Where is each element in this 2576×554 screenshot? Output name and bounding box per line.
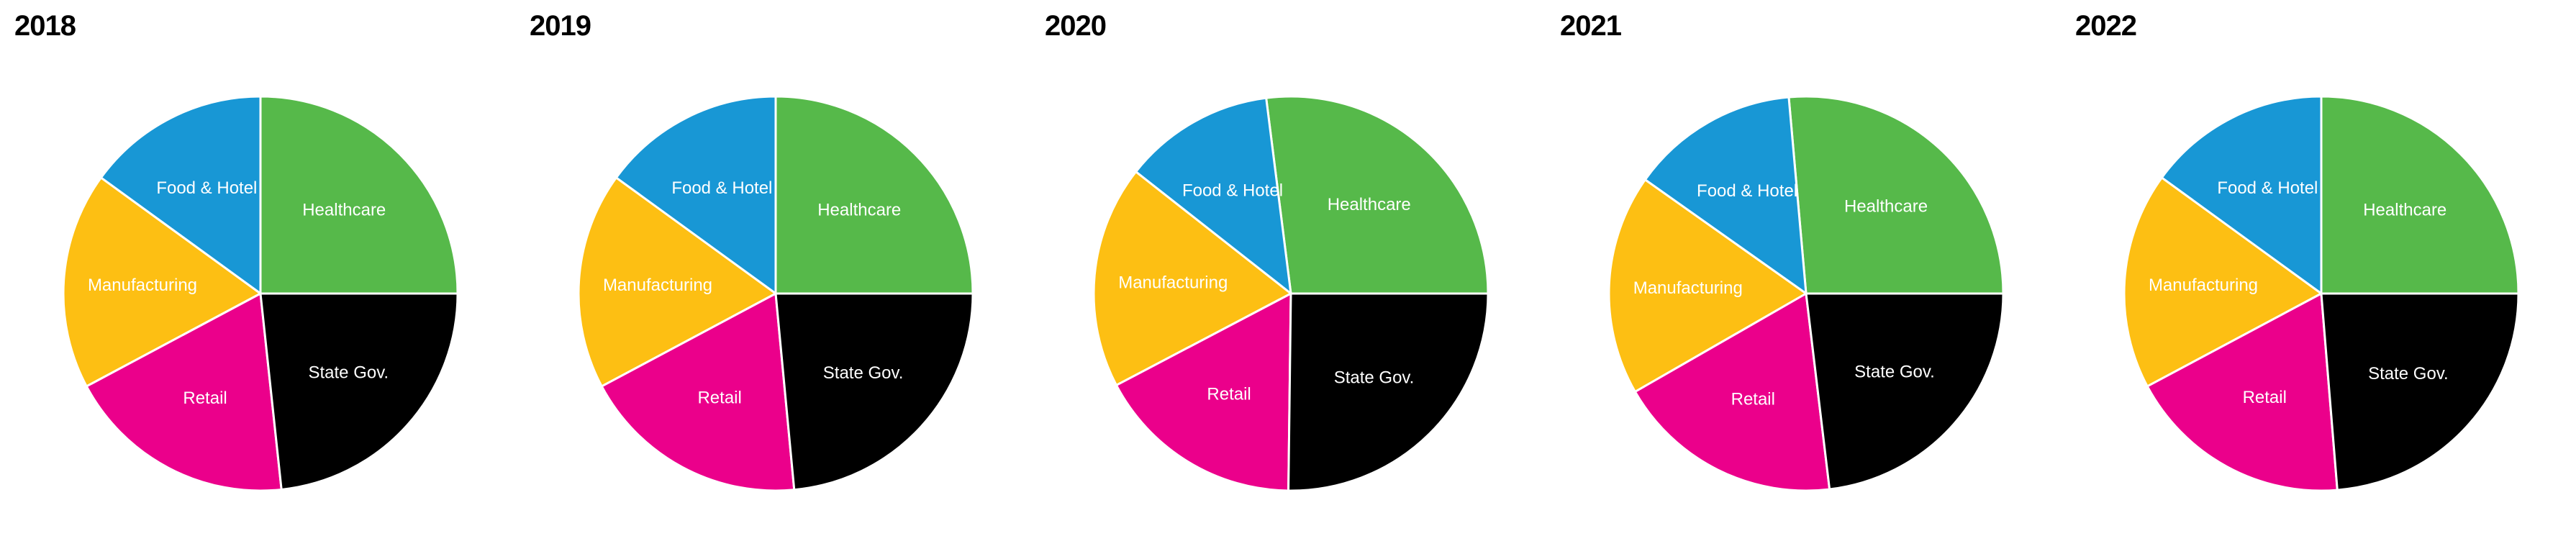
slice-label-healthcare: Healthcare bbox=[1328, 195, 1411, 214]
slice-label-food-hotel: Food & Hotel bbox=[2217, 178, 2318, 198]
pie-panel-2019: Healthcare Food & Hotel Manufacturing Retai… bbox=[515, 0, 1030, 554]
pie-slice-healthcare bbox=[1265, 95, 1489, 295]
pie-slice-manufacturing bbox=[1092, 171, 1292, 386]
pie-slice-retail bbox=[1115, 292, 1292, 492]
pie-chart-2018: Healthcare Food & Hotel Manufacturing Retai… bbox=[62, 95, 459, 492]
pie-slice-healthcare bbox=[774, 95, 974, 295]
slice-label-state-gov: State Gov. bbox=[308, 363, 389, 382]
pie-slice-food-hotel bbox=[614, 95, 777, 295]
slice-label-state-gov: State Gov. bbox=[1334, 368, 1415, 387]
slice-label-manufacturing: Manufacturing bbox=[603, 276, 712, 295]
slice-label-manufacturing: Manufacturing bbox=[88, 276, 197, 295]
pie-slice-food-hotel bbox=[2160, 95, 2323, 295]
pie-chart-2022: Healthcare Food & Hotel Manufacturing Retai… bbox=[2123, 95, 2520, 492]
slice-label-state-gov: State Gov. bbox=[2368, 364, 2449, 383]
pie-slice-state-gov bbox=[1287, 292, 1489, 492]
slice-label-food-hotel: Food & Hotel bbox=[1182, 181, 1283, 200]
pie-slice-state-gov bbox=[1805, 292, 2005, 491]
chart-title: 2022 bbox=[2075, 10, 2137, 42]
pie-slice-retail bbox=[2146, 292, 2339, 492]
pie-slice-healthcare bbox=[2320, 95, 2520, 295]
pie-slice-state-gov bbox=[774, 292, 974, 491]
pie-slice-manufacturing bbox=[2123, 176, 2323, 388]
slice-label-food-hotel: Food & Hotel bbox=[1697, 181, 1797, 201]
slice-label-manufacturing: Manufacturing bbox=[1118, 273, 1228, 293]
pie-slice-healthcare bbox=[1787, 95, 2005, 295]
chart-title: 2020 bbox=[1045, 10, 1107, 42]
slice-label-state-gov: State Gov. bbox=[1854, 363, 1935, 382]
slice-label-healthcare: Healthcare bbox=[2363, 200, 2446, 219]
pie-chart-2019: Healthcare Food & Hotel Manufacturing Retai… bbox=[577, 95, 974, 492]
pie-slice-retail bbox=[600, 292, 796, 492]
chart-title: 2018 bbox=[14, 10, 76, 42]
chart-title: 2019 bbox=[530, 10, 591, 42]
slice-label-manufacturing: Manufacturing bbox=[1633, 278, 1743, 298]
pie-slice-healthcare bbox=[259, 95, 459, 295]
pie-slice-manufacturing bbox=[577, 176, 777, 388]
pie-slice-food-hotel bbox=[1643, 96, 1808, 295]
slice-label-healthcare: Healthcare bbox=[1844, 196, 1928, 216]
pie-slice-food-hotel bbox=[1135, 96, 1292, 295]
pie-slice-manufacturing bbox=[62, 176, 262, 388]
slice-label-retail: Retail bbox=[1731, 389, 1775, 409]
slice-label-state-gov: State Gov. bbox=[823, 363, 904, 383]
pie-slice-state-gov bbox=[259, 292, 459, 491]
slice-label-food-hotel: Food & Hotel bbox=[671, 178, 772, 198]
slice-label-retail: Retail bbox=[1207, 385, 1251, 404]
slice-label-retail: Retail bbox=[697, 388, 741, 407]
pie-slice-food-hotel bbox=[99, 95, 262, 295]
slice-label-retail: Retail bbox=[183, 389, 227, 408]
pie-panel-2021: Healthcare Food & Hotel Manufacturing Retai… bbox=[1546, 0, 2061, 554]
pie-slice-retail bbox=[85, 292, 283, 492]
pie-slice-manufacturing bbox=[1607, 178, 1808, 393]
pie-panel-2022: Healthcare Food & Hotel Manufacturing Retai… bbox=[2061, 0, 2576, 554]
slice-label-healthcare: Healthcare bbox=[302, 200, 386, 219]
slice-label-healthcare: Healthcare bbox=[817, 200, 901, 219]
pie-slice-retail bbox=[1633, 292, 1831, 492]
pie-chart-2021: Healthcare Food & Hotel Manufacturing Retai… bbox=[1607, 95, 2005, 492]
pie-chart-2020: Healthcare Food & Hotel Manufacturing Retai… bbox=[1092, 95, 1489, 492]
slice-label-retail: Retail bbox=[2243, 388, 2287, 407]
pie-panel-2020: Healthcare Food & Hotel Manufacturing Retai… bbox=[1030, 0, 1546, 554]
slice-label-food-hotel: Food & Hotel bbox=[156, 178, 257, 198]
slice-label-manufacturing: Manufacturing bbox=[2149, 276, 2258, 295]
pie-panel-2018: Healthcare Food & Hotel Manufacturing Retai… bbox=[0, 0, 515, 554]
chart-title: 2021 bbox=[1560, 10, 1622, 42]
pie-slice-state-gov bbox=[2320, 292, 2520, 491]
